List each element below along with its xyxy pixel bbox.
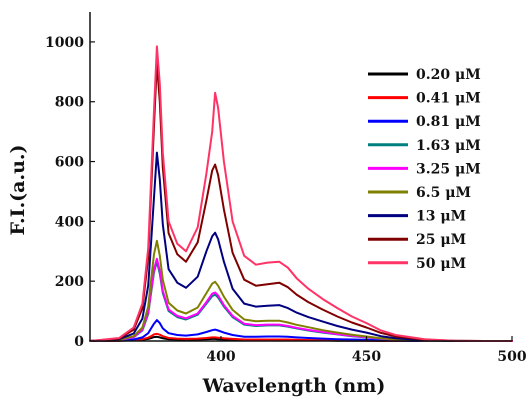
series-line-9 [89,45,513,342]
x-axis-title: Wavelength (nm) [202,375,386,397]
y-axis-title: F.I.(a.u.) [7,144,29,235]
legend-label: 0.81 μM [416,114,481,130]
y-tick-label: 800 [55,95,84,111]
legend-label: 0.41 μM [416,91,481,107]
legend-label: 3.25 μM [416,161,481,177]
legend-label: 25 μM [416,232,466,248]
x-tick-label: 400 [206,349,235,365]
y-tick-label: 1000 [45,35,84,51]
legend-label: 0.20 μM [416,67,481,83]
y-tick-label: 400 [55,214,84,230]
legend-label: 6.5 μM [416,185,471,201]
series-line-7 [89,151,513,342]
x-tick-label: 500 [497,349,526,365]
legend-label: 50 μM [416,256,466,272]
legend: 0.20 μM 0.41 μM 0.81 μM 1.63 μM 3.25 μM 6.5 μ… [368,67,481,272]
series-layer [89,45,513,342]
x-tick-label: 450 [352,349,381,365]
axes [89,12,513,342]
tick-labels: 0 200 400 600 800 1000 400 450 500 [45,35,526,365]
y-tick-label: 600 [55,155,84,171]
legend-label: 1.63 μM [416,138,481,154]
y-tick-label: 200 [55,274,84,290]
y-tick-label: 0 [74,334,84,350]
legend-label: 13 μM [416,209,466,225]
